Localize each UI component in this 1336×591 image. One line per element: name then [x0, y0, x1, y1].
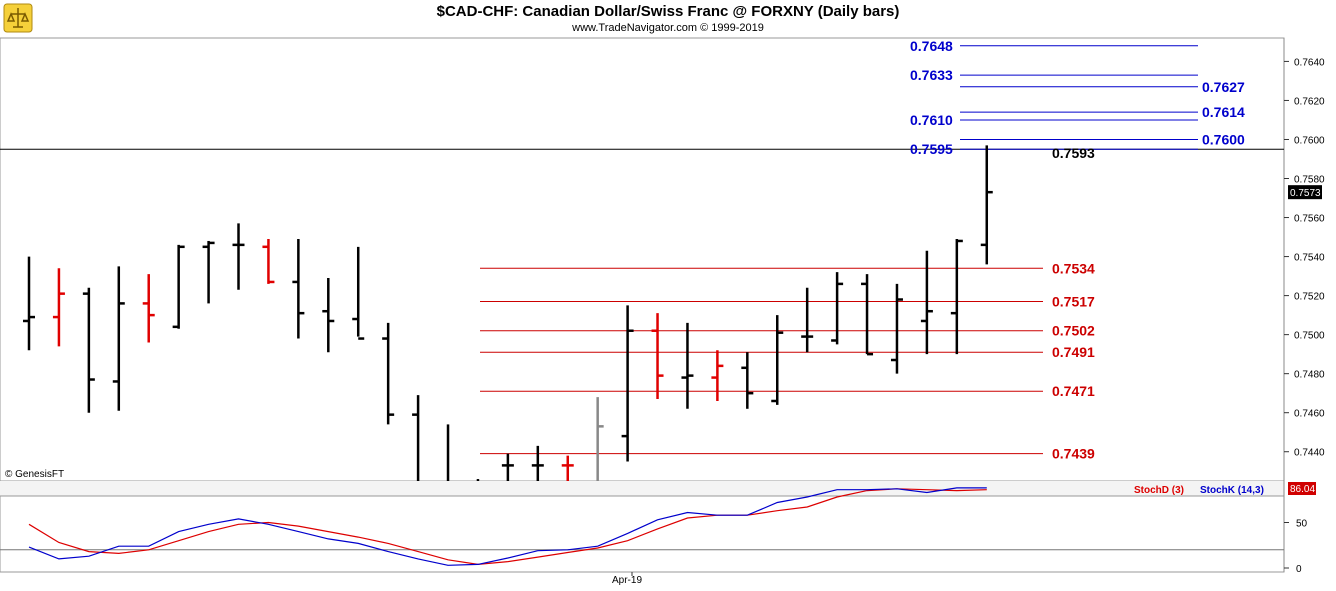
level-label: 0.7600	[1202, 131, 1245, 147]
y-tick-label: 0.7480	[1294, 370, 1325, 381]
level-label: 0.7595	[910, 141, 953, 157]
y-tick-label: 0.7640	[1294, 57, 1325, 68]
x-tick-label: Apr-19	[612, 575, 643, 586]
y-tick-label: 0.7560	[1294, 214, 1325, 225]
level-label: 0.7610	[910, 112, 953, 128]
copyright-label: © GenesisFT	[5, 469, 65, 480]
level-label: 0.7471	[1052, 383, 1095, 399]
stoch-k-legend: StochK (14,3)	[1200, 485, 1264, 496]
y-tick-label: 0.7600	[1294, 135, 1325, 146]
level-label: 0.7439	[1052, 446, 1095, 462]
y-tick-label: 0.7580	[1294, 175, 1325, 186]
stoch-d-legend: StochD (3)	[1134, 485, 1184, 496]
stoch-y-tick-label: 0	[1296, 564, 1302, 575]
level-label: 0.7534	[1052, 260, 1095, 276]
stoch-legend-strip	[0, 481, 1284, 496]
last-price-label: 0.7573	[1290, 188, 1321, 199]
last-price-tag	[1288, 185, 1322, 200]
stoch-series-line	[28, 487, 987, 566]
level-label: 0.7627	[1202, 79, 1245, 95]
stoch-series-line	[28, 488, 987, 566]
y-tick-label: 0.7520	[1294, 292, 1325, 303]
level-label: 0.7614	[1202, 104, 1245, 120]
level-label: 0.7593	[1052, 145, 1095, 161]
y-tick-label: 0.7460	[1294, 409, 1325, 420]
level-label: 0.7517	[1052, 293, 1095, 309]
y-tick-label: 0.7500	[1294, 331, 1325, 342]
level-label: 0.7491	[1052, 344, 1095, 360]
stoch-panel-frame	[0, 495, 1285, 573]
stoch-y-tick-label: 50	[1296, 519, 1308, 530]
stoch-last-label: 86.04	[1290, 484, 1315, 495]
level-label: 0.7633	[910, 67, 953, 83]
tradenavigator-logo-icon	[3, 3, 33, 33]
level-label: 0.7648	[910, 38, 953, 54]
chart-subtitle: www.TradeNavigator.com © 1999-2019	[572, 22, 764, 34]
chart-title: $CAD-CHF: Canadian Dollar/Swiss Franc @ …	[436, 3, 900, 20]
chart-header: $CAD-CHF: Canadian Dollar/Swiss Franc @ …	[0, 0, 1336, 38]
y-tick-label: 0.7620	[1294, 96, 1325, 107]
y-tick-label: 0.7440	[1294, 448, 1325, 459]
stoch-last-tag	[1288, 482, 1316, 495]
y-tick-label: 0.7540	[1294, 253, 1325, 264]
level-label: 0.7502	[1052, 323, 1095, 339]
